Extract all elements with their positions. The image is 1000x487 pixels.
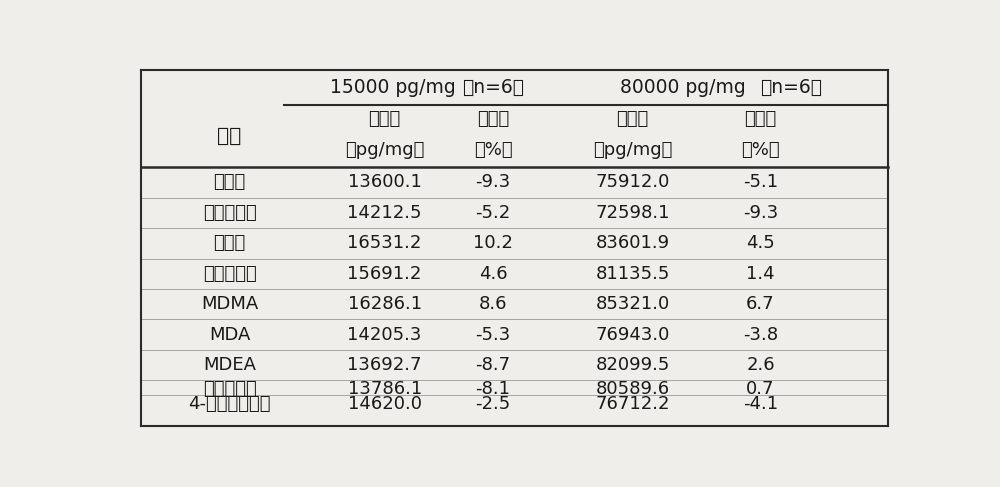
Text: 8.6: 8.6	[479, 295, 507, 313]
Text: -8.7: -8.7	[476, 356, 511, 374]
Text: 回收率: 回收率	[744, 110, 777, 128]
Text: 苯丙胺: 苯丙胺	[214, 234, 246, 252]
Text: 83601.9: 83601.9	[596, 234, 670, 252]
Text: -2.5: -2.5	[476, 395, 511, 413]
Text: 85321.0: 85321.0	[596, 295, 670, 313]
Text: 76712.2: 76712.2	[595, 395, 670, 413]
Text: 76943.0: 76943.0	[595, 326, 670, 344]
Text: （%）: （%）	[474, 141, 512, 159]
Text: 75912.0: 75912.0	[595, 173, 670, 191]
Text: 回收率: 回收率	[477, 110, 509, 128]
Text: 13600.1: 13600.1	[348, 173, 422, 191]
Text: 甲基苯丙胺: 甲基苯丙胺	[203, 265, 256, 283]
Text: 14212.5: 14212.5	[347, 204, 422, 222]
Text: -5.2: -5.2	[476, 204, 511, 222]
Text: -9.3: -9.3	[743, 204, 778, 222]
Text: 16531.2: 16531.2	[347, 234, 422, 252]
Text: -3.8: -3.8	[743, 326, 778, 344]
Text: MDA: MDA	[209, 326, 250, 344]
Text: 0.7: 0.7	[746, 380, 775, 398]
Text: 氯胺酮: 氯胺酮	[214, 173, 246, 191]
Text: 80589.6: 80589.6	[596, 380, 670, 398]
Text: 14205.3: 14205.3	[347, 326, 422, 344]
Text: 13692.7: 13692.7	[347, 356, 422, 374]
Text: -8.1: -8.1	[476, 380, 511, 398]
Text: （%）: （%）	[741, 141, 780, 159]
Text: 甲卡西酮、: 甲卡西酮、	[203, 380, 256, 398]
Text: 4.5: 4.5	[746, 234, 775, 252]
Text: 15000 pg/mg: 15000 pg/mg	[330, 78, 455, 97]
Text: MDEA: MDEA	[203, 356, 256, 374]
Text: 4-甲基甲卡西酮: 4-甲基甲卡西酮	[188, 395, 271, 413]
Text: 16286.1: 16286.1	[348, 295, 422, 313]
Text: 去甲氯胺酮: 去甲氯胺酮	[203, 204, 256, 222]
Text: -9.3: -9.3	[476, 173, 511, 191]
Text: 2.6: 2.6	[746, 356, 775, 374]
Text: 检出值: 检出值	[368, 110, 401, 128]
Text: 15691.2: 15691.2	[347, 265, 422, 283]
Text: 14620.0: 14620.0	[348, 395, 422, 413]
Text: 13786.1: 13786.1	[348, 380, 422, 398]
Text: -5.1: -5.1	[743, 173, 778, 191]
Text: MDMA: MDMA	[201, 295, 258, 313]
Text: 72598.1: 72598.1	[595, 204, 670, 222]
Text: （n=6）: （n=6）	[462, 78, 524, 97]
Text: 6.7: 6.7	[746, 295, 775, 313]
Text: -5.3: -5.3	[476, 326, 511, 344]
Text: 检出值: 检出值	[616, 110, 649, 128]
Text: （pg/mg）: （pg/mg）	[593, 141, 672, 159]
Text: 4.6: 4.6	[479, 265, 507, 283]
Text: 82099.5: 82099.5	[595, 356, 670, 374]
Text: -4.1: -4.1	[743, 395, 778, 413]
Text: 10.2: 10.2	[473, 234, 513, 252]
Text: 81135.5: 81135.5	[595, 265, 670, 283]
Text: （n=6）: （n=6）	[761, 78, 822, 97]
Text: 80000 pg/mg: 80000 pg/mg	[620, 78, 746, 97]
Text: 1.4: 1.4	[746, 265, 775, 283]
Text: 项目: 项目	[218, 127, 242, 146]
Text: （pg/mg）: （pg/mg）	[345, 141, 424, 159]
